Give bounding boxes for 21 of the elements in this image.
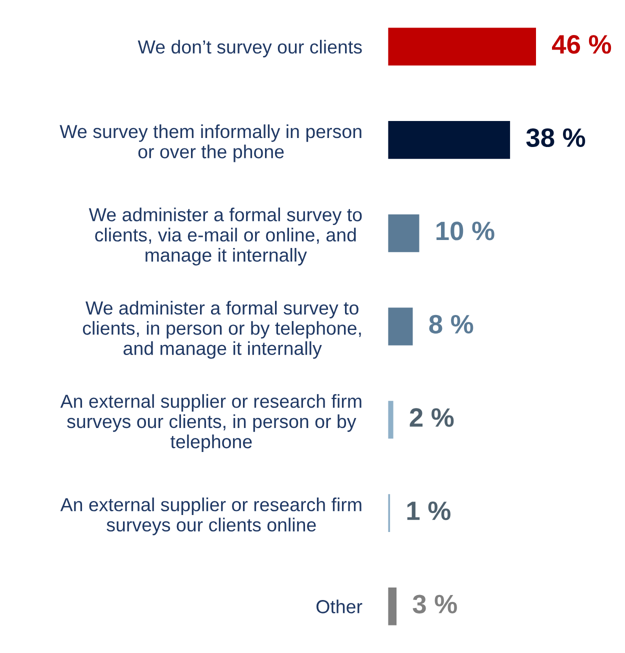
bar: [388, 212, 421, 254]
data-label: 1 %: [407, 502, 450, 520]
data-label: 2 %: [410, 408, 454, 427]
bar: [388, 492, 392, 534]
data-label: 38 %: [526, 128, 586, 148]
y-tick-label: We don’t survey our clients: [138, 40, 362, 58]
data-label: 46 %: [552, 35, 612, 54]
y-tick-label: Other: [316, 600, 362, 614]
data-label: 3 %: [412, 594, 457, 614]
y-tick-label: We administer a formal survey to clients, in person or by telephone, and manage it internally: [82, 300, 361, 359]
bar: [388, 306, 414, 347]
y-tick-label: We survey them informally in person or over the phone: [60, 124, 362, 162]
bar: [388, 586, 398, 627]
y-tick-label: An external supplier or research firm surveys our clients online: [60, 498, 362, 536]
y-tick-label: We administer a formal survey to clients, via e-mail or online, and manage it internally: [88, 208, 362, 266]
bar: [388, 400, 395, 440]
y-tick-label: An external supplier or research firm surveys our clients, in person or by telephone: [60, 394, 362, 452]
bar: [388, 26, 538, 67]
data-label: 10 %: [436, 222, 494, 240]
data-label: 8 %: [429, 314, 474, 334]
bar: [388, 120, 512, 160]
